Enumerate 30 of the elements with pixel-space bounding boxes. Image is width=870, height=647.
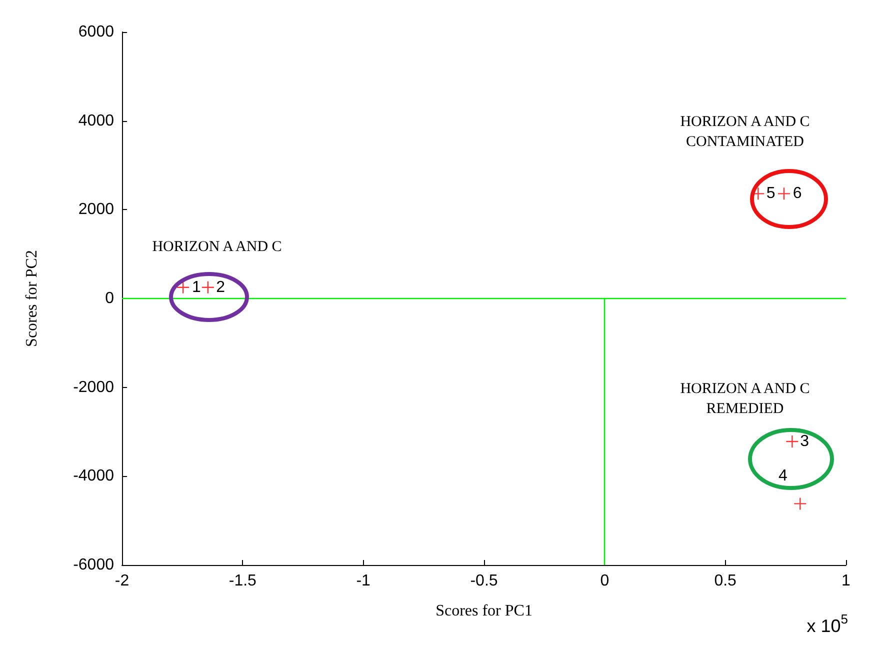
x-tick-label: -1	[356, 572, 371, 590]
annotation: HORIZON A AND C CONTAMINATED	[680, 114, 810, 150]
x-tick-label: -2	[114, 572, 130, 590]
y-axis-title: Scores for PC2	[24, 250, 40, 347]
y-tick-label: 6000	[78, 24, 114, 40]
x-tick-label: 1	[842, 572, 851, 590]
x-axis-title: Scores for PC1	[436, 602, 532, 620]
y-tick-label: 2000	[78, 201, 114, 218]
annotation: HORIZON A AND C	[152, 239, 282, 255]
x-tick-label: 0	[600, 572, 610, 590]
x-tick-label: 0.5	[714, 572, 737, 590]
y-tick-label: 0	[105, 290, 114, 307]
y-tick-label: -6000	[73, 556, 114, 574]
x-tick-label: -0.5	[470, 572, 498, 590]
point	[777, 187, 791, 200]
y-tick-label: -2000	[73, 378, 114, 396]
annotation: 2	[216, 278, 226, 296]
x-tick-label: -1.5	[228, 572, 257, 590]
annotation: 6	[792, 185, 802, 202]
y-tick-label: 4000	[78, 112, 114, 130]
y-tick-label: -4000	[73, 468, 114, 485]
point	[176, 280, 190, 294]
point	[786, 434, 799, 448]
point	[201, 280, 215, 294]
annotation: 3	[800, 433, 810, 450]
annotation: 5	[766, 185, 776, 202]
annotation: 1	[192, 278, 201, 296]
annotation: 4	[778, 468, 788, 484]
point	[794, 497, 807, 510]
annotation: HORIZON A AND C REMEDIED	[680, 381, 810, 417]
